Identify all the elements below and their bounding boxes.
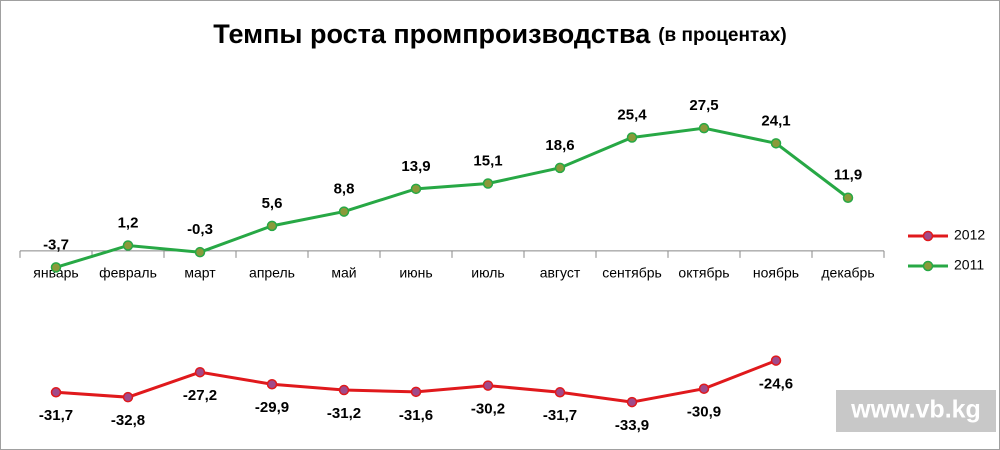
legend-marker [922,260,934,272]
marker [626,396,638,408]
series-line [55,126,849,269]
marker [410,386,422,398]
title: Темпы роста промпроизводства [213,19,651,49]
data-label: 27,5 [689,97,718,114]
marker [410,183,422,195]
data-label: 11,9 [834,167,862,184]
marker [482,380,494,391]
marker [338,206,350,217]
data-label: 13,9 [401,158,430,175]
marker [482,178,494,189]
data-label: -0,3 [187,221,213,238]
marker [770,138,782,149]
subtitle: (в процентах) [658,25,786,46]
watermark-bg [836,390,996,432]
data-label: 15,1 [473,152,502,169]
marker [554,387,566,398]
x-tick-label: май [331,265,356,281]
data-label: -3,7 [43,236,69,253]
data-label: -24,6 [759,376,793,393]
marker [698,122,710,134]
x-tick-label: ноябрь [753,265,799,281]
data-label: -33,9 [615,417,649,434]
x-tick-label: март [184,265,216,281]
marker [338,384,350,396]
x-tick-label: сентябрь [602,265,662,281]
data-label: -31,2 [327,405,361,422]
x-tick-label: декабрь [821,265,874,281]
data-label: 8,8 [334,181,355,198]
x-tick-label: апрель [249,265,295,281]
marker [266,220,278,232]
x-tick-label: февраль [99,265,157,281]
marker [122,240,134,251]
data-label: 25,4 [617,106,647,123]
data-label: -31,7 [39,407,73,424]
marker [194,366,206,378]
legend-label: 2012 [954,227,985,243]
marker [50,262,62,273]
data-label: 5,6 [262,195,283,212]
data-label: -30,9 [687,404,721,421]
marker [194,246,206,258]
x-tick-label: октябрь [678,265,729,281]
data-label: 24,1 [761,112,790,129]
data-label: -31,6 [399,407,433,424]
marker [554,162,566,174]
x-tick-label: август [540,265,581,281]
marker [698,383,710,394]
data-label: 1,2 [118,214,139,231]
data-label: -27,2 [183,387,217,404]
data-label: -32,8 [111,412,145,429]
data-label: -31,7 [543,407,577,424]
x-tick-label: июль [471,265,504,281]
marker [842,192,854,204]
data-label: 18,6 [545,137,574,154]
legend-marker [922,230,934,242]
legend-label: 2011 [954,257,984,273]
marker [626,132,638,143]
chart-title: Темпы роста промпроизводства (в процентах… [213,19,786,49]
marker [770,355,782,366]
marker [50,387,62,398]
data-label: -30,2 [471,401,505,418]
data-label: -29,9 [255,399,289,416]
marker [122,391,134,403]
marker [266,378,278,390]
x-tick-label: июнь [399,265,432,281]
watermark: www.vb.kg [850,396,981,424]
